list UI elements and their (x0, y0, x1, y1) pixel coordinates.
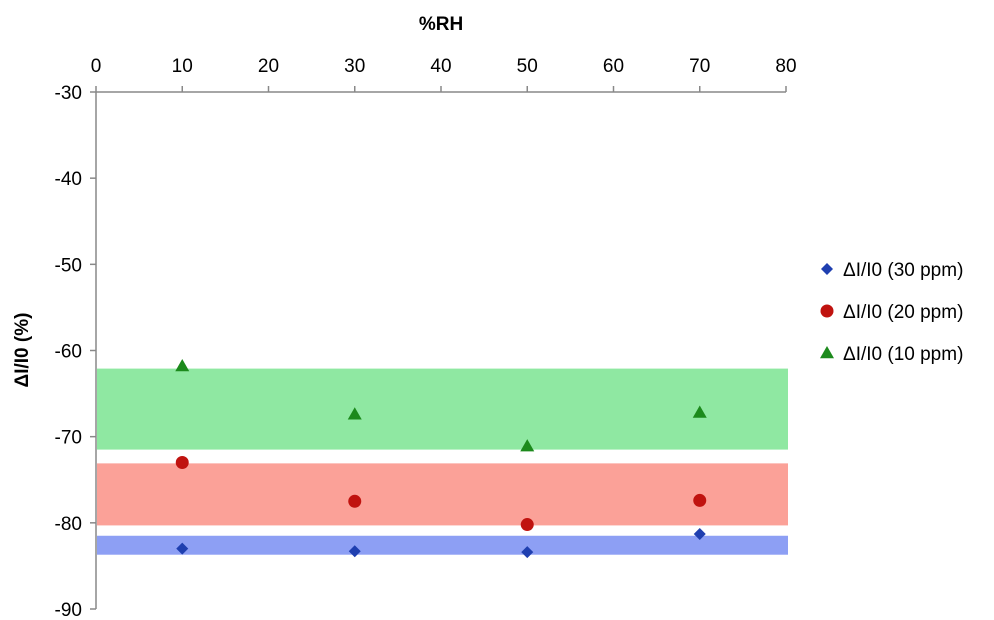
y-tick-label: -30 (55, 83, 82, 104)
data-point-circle (175, 456, 189, 470)
x-tick-label: 0 (91, 56, 102, 77)
data-point-diamond (176, 542, 189, 555)
data-points (175, 359, 707, 559)
legend-marker-diamond (821, 263, 833, 275)
x-tick-label: 40 (430, 56, 451, 77)
x-tick-label: 10 (172, 56, 193, 77)
x-axis-title: %RH (419, 14, 463, 35)
range-band (97, 368, 788, 450)
data-point-diamond (348, 545, 361, 558)
legend-label: ΔI/I0 (30 ppm) (843, 260, 963, 281)
x-tick-label: 30 (344, 56, 365, 77)
data-point-diamond (693, 528, 706, 541)
y-tick-label: -60 (55, 342, 82, 363)
axes (95, 91, 786, 609)
x-tick-label: 50 (517, 56, 538, 77)
y-axis-title: ΔI/I0 (%) (12, 313, 33, 388)
x-tick-label: 80 (775, 56, 796, 77)
x-tick-label: 70 (689, 56, 710, 77)
y-tick-label: -50 (55, 255, 82, 276)
legend-label: ΔI/I0 (10 ppm) (843, 344, 963, 365)
data-point-triangle (692, 405, 707, 418)
range-band (97, 463, 788, 526)
data-point-diamond (521, 546, 534, 559)
y-tick-label: -80 (55, 514, 82, 535)
legend-marker-triangle (820, 346, 834, 359)
y-ticks: -30 -40 -50 -60 -70 -80 -90 (55, 83, 96, 620)
data-point-circle (693, 493, 707, 507)
y-tick-label: -40 (55, 169, 82, 190)
range-bands (97, 368, 788, 555)
x-tick-label: 60 (603, 56, 624, 77)
range-band (97, 535, 788, 555)
data-point-triangle (520, 439, 535, 452)
legend-marker-circle (820, 304, 834, 318)
x-ticks: 0 10 20 30 40 50 60 70 80 (91, 56, 797, 92)
data-point-triangle (347, 407, 362, 420)
data-point-circle (348, 494, 362, 508)
y-tick-label: -90 (55, 600, 82, 620)
data-point-triangle (175, 359, 190, 372)
x-tick-label: 20 (258, 56, 279, 77)
legend-label: ΔI/I0 (20 ppm) (843, 302, 963, 323)
data-point-circle (520, 518, 534, 532)
legend: ΔI/I0 (30 ppm) ΔI/I0 (20 ppm) ΔI/I0 (10 pp… (820, 260, 963, 365)
y-tick-label: -70 (55, 428, 82, 449)
